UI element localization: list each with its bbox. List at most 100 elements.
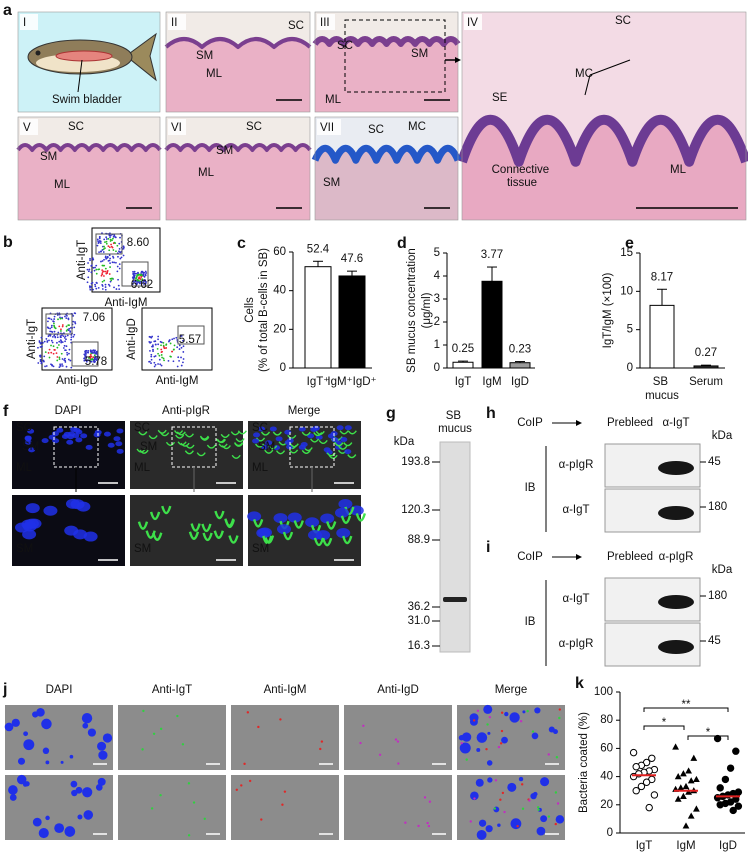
pigr-signal: [289, 443, 299, 448]
event-dot: [58, 366, 61, 369]
event-dot: [50, 339, 53, 342]
fluorescent-spot: [499, 798, 502, 801]
nucleus: [338, 499, 353, 510]
event-dot: [100, 250, 102, 253]
event-dot: [171, 338, 174, 341]
event-dot: [157, 352, 159, 355]
fluorescent-spot: [142, 709, 145, 713]
event-dot: [138, 276, 141, 279]
gel-band: [443, 597, 467, 602]
pigr-signal: [264, 449, 274, 454]
micrograph: [130, 421, 243, 489]
bar: [304, 266, 332, 369]
event-dot: [157, 338, 159, 341]
pigr-signal: [190, 523, 201, 532]
event-dot: [112, 255, 114, 258]
region-label: ML: [134, 462, 151, 474]
nucleus: [41, 438, 49, 444]
event-dot: [143, 280, 146, 282]
column-title: Merge: [495, 684, 528, 696]
event-dot: [94, 356, 97, 358]
event-dot: [93, 269, 96, 272]
event-dot: [66, 334, 69, 337]
event-dot: [150, 353, 153, 356]
tile-text: SC: [615, 15, 631, 27]
event-dot: [160, 344, 162, 347]
fluorescent-spot: [558, 716, 561, 720]
tissue: [315, 39, 458, 112]
fluorescent-spot: [42, 747, 50, 755]
fluorescent-spot: [281, 803, 284, 806]
nucleus: [276, 524, 291, 535]
region-label: SM: [252, 543, 269, 555]
pigr-signal: [355, 513, 366, 522]
event-dot: [88, 268, 91, 271]
zoom-box: [344, 19, 446, 93]
nucleus: [25, 503, 40, 514]
event-dot: [106, 272, 109, 274]
fluorescent-spot: [9, 794, 17, 801]
fluorescent-spot: [519, 720, 523, 723]
nucleus: [265, 440, 273, 446]
event-dot: [95, 281, 98, 284]
event-dot: [168, 339, 171, 342]
nucleus: [75, 437, 83, 443]
event-dot: [119, 251, 122, 254]
tile-text: SM: [216, 145, 233, 157]
tile-text: ML: [198, 167, 215, 179]
event-dot: [85, 355, 87, 358]
event-dot: [46, 326, 49, 329]
region-label: SC: [252, 422, 268, 434]
event-dot: [92, 288, 94, 291]
marker-label: 31.0: [408, 615, 430, 627]
nucleus: [256, 527, 271, 538]
nucleus: [52, 438, 60, 444]
event-dot: [160, 364, 163, 367]
event-dot: [39, 355, 42, 358]
event-dot: [65, 325, 68, 328]
event-dot: [165, 347, 168, 349]
y-axis-label: (μg/ml): [421, 292, 433, 328]
event-dot: [53, 315, 56, 318]
numeral-box: [317, 14, 335, 30]
fluorescent-spot: [494, 779, 498, 782]
event-dot: [116, 265, 119, 268]
event-dot: [53, 326, 56, 329]
nucleus: [305, 517, 320, 528]
event-dot: [97, 286, 100, 289]
y-tick-label: 0: [627, 362, 633, 374]
event-dot: [157, 363, 159, 365]
fluorescent-spot: [32, 817, 42, 827]
event-dot: [94, 285, 97, 288]
fluorescent-spot: [558, 708, 562, 711]
event-dot: [102, 270, 105, 273]
fluorescent-spot: [458, 735, 465, 741]
fluorescent-spot: [240, 784, 243, 787]
significance-label: **: [682, 699, 691, 711]
region-label: SM: [140, 441, 157, 453]
event-dot: [67, 329, 70, 332]
event-dot: [152, 348, 154, 351]
data-point: [687, 777, 695, 784]
kda-label: 45: [708, 635, 721, 647]
event-dot: [95, 264, 98, 267]
fluorescent-spot: [159, 727, 163, 731]
event-dot: [161, 356, 163, 359]
event-dot: [136, 279, 139, 282]
event-dot: [141, 274, 143, 277]
nucleus: [253, 432, 261, 438]
event-dot: [69, 330, 72, 333]
pigr-signal: [272, 431, 282, 436]
event-dot: [109, 238, 112, 241]
fluorescent-spot: [528, 799, 531, 802]
y-tick-label: 10: [620, 285, 633, 297]
event-dot: [154, 343, 157, 346]
event-dot: [141, 270, 144, 273]
event-dot: [50, 324, 53, 327]
event-dot: [88, 285, 91, 288]
event-dot: [162, 344, 165, 347]
event-dot: [72, 320, 75, 323]
event-dot: [92, 266, 95, 269]
event-dot: [74, 321, 76, 323]
event-dot: [70, 334, 73, 336]
